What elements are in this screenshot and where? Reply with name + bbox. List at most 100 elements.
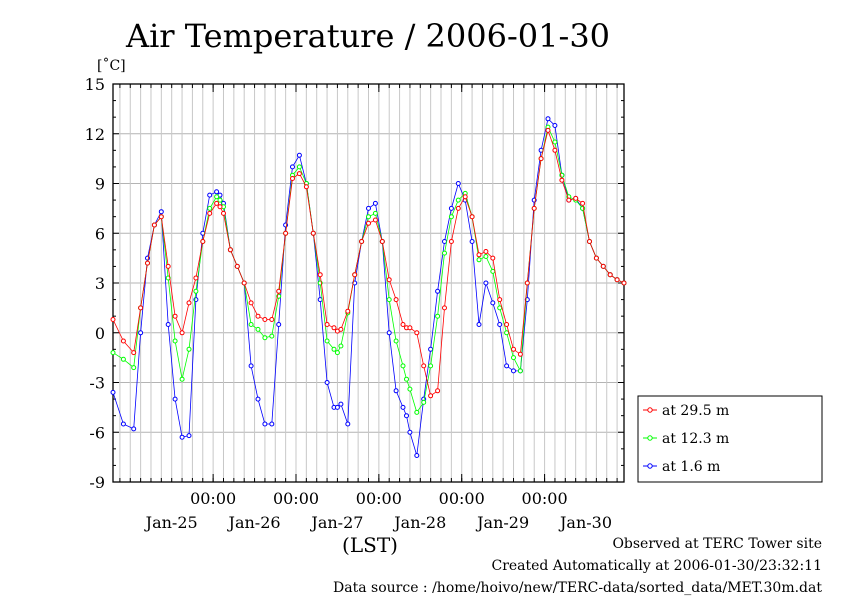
x-tick-time-label: 00:00 [190,489,236,508]
data-point [476,322,482,327]
data-point [255,326,261,332]
data-point [158,209,164,215]
data-point [151,222,157,228]
data-point [359,239,365,244]
data-point [414,330,420,336]
data-point [421,363,427,369]
data-point [538,156,544,162]
data-point [600,263,606,269]
data-point [435,313,441,319]
data-point [276,288,282,294]
data-point [435,288,441,294]
data-point [324,338,330,344]
data-point [400,404,406,410]
data-point [366,205,371,211]
data-point [517,351,523,357]
footer-site: Observed at TERC Tower site [612,536,822,552]
data-point [290,176,295,181]
data-point [455,197,461,203]
gridlines [113,84,624,482]
y-axis-unit: [˚C] [97,57,126,74]
data-point [517,368,523,374]
x-tick-time-label: 00:00 [522,489,568,508]
data-point [372,210,378,216]
data-point [462,194,468,200]
data-point [310,230,316,236]
data-point [552,123,558,128]
data-point [145,260,150,266]
data-point [393,297,399,303]
data-point [290,164,295,170]
data-point [158,214,164,220]
data-point [587,239,592,244]
data-point [200,239,206,244]
x-tick-date-label: Jan-27 [309,513,363,532]
data-point [428,363,434,369]
data-point [255,313,261,319]
data-point [573,195,579,201]
data-point [214,200,220,206]
data-point [455,205,461,211]
data-point [138,330,144,336]
data-point [483,280,489,286]
data-point [131,365,137,371]
series-layer [110,116,627,458]
data-point [386,297,392,303]
data-point [407,429,413,435]
data-point [227,247,233,253]
data-point [296,152,302,158]
data-point [331,346,337,352]
x-tick-time-label: 00:00 [356,489,402,508]
data-point [421,399,427,405]
y-tick-label: -6 [89,423,105,442]
data-point [372,200,378,206]
data-point [442,250,447,256]
data-point [448,205,454,211]
data-point [566,197,572,203]
data-point [331,325,337,331]
data-point [324,322,330,327]
legend-label: at 29.5 m [662,403,729,419]
data-point [607,272,613,278]
data-point [338,343,344,349]
data-point [186,346,192,352]
data-point [559,177,565,183]
data-point [372,217,378,223]
data-point [207,205,213,211]
x-axis-label: (LST) [342,533,398,557]
data-point [248,300,254,306]
data-point [207,192,213,198]
x-tick-date-label: Jan-26 [227,513,281,532]
data-point [504,363,510,369]
data-point [179,434,185,440]
data-point [179,376,185,382]
y-tick-label: 6 [95,224,105,243]
data-point [120,356,126,362]
data-point [234,263,240,269]
data-point [217,197,223,203]
data-point [593,255,599,261]
x-tick-date-label: Jan-28 [392,513,446,532]
data-point [504,330,510,336]
y-tick-label: -9 [89,473,105,492]
legend-box [637,395,823,483]
data-point [283,230,289,236]
data-point [476,252,482,258]
data-point [217,204,223,210]
data-point [172,338,178,344]
data-point [552,147,558,153]
data-point [497,322,503,327]
data-point [448,214,454,220]
y-axis: 15 12 9 6 3 0 -3 -6 -9 [85,75,624,492]
data-point [269,333,275,339]
data-point [262,335,268,341]
data-point [455,181,461,186]
x-tick-time-label: 00:00 [273,489,319,508]
data-point [131,426,137,432]
data-point [110,317,116,322]
data-point [186,300,192,306]
data-point [248,363,254,369]
legend-swatch-marker [647,463,653,469]
chart-title: Air Temperature / 2006-01-30 [125,17,610,55]
